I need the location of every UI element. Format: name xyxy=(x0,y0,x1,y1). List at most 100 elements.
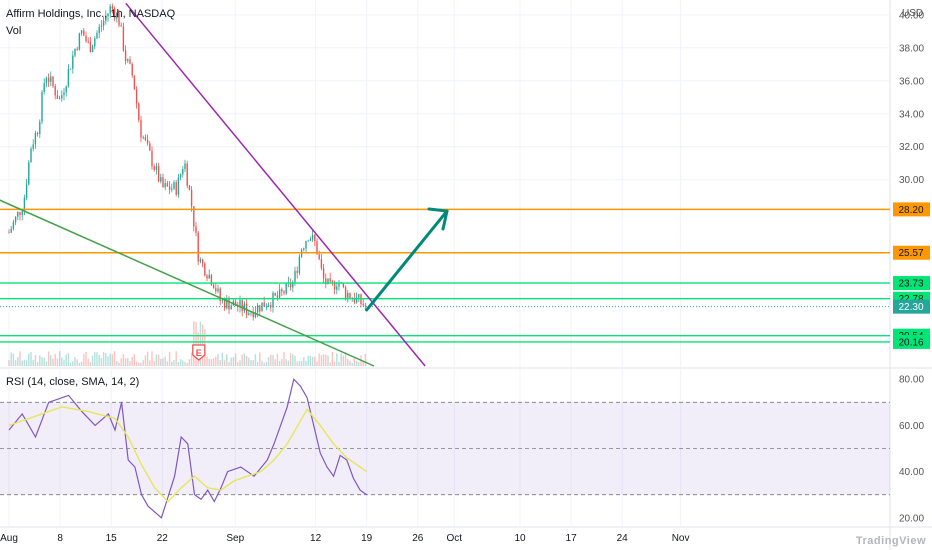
candle-body xyxy=(219,288,221,301)
volume-bar xyxy=(215,356,217,366)
candle-body xyxy=(166,183,169,187)
candle-body xyxy=(278,289,281,298)
candle-body xyxy=(217,288,219,292)
candle-body xyxy=(303,248,305,250)
volume-bar xyxy=(56,358,59,366)
volume-bar xyxy=(32,360,34,366)
volume-bar xyxy=(261,360,263,366)
candle-body xyxy=(100,25,103,27)
volume-bar xyxy=(85,351,87,366)
currency-label: USD xyxy=(902,8,924,19)
volume-bar xyxy=(140,362,142,366)
candle-body xyxy=(30,148,32,163)
volume-bar xyxy=(307,355,309,366)
rsi-ma-line xyxy=(8,406,368,503)
candle-body xyxy=(23,197,26,212)
candle-body xyxy=(63,92,65,96)
time-tick-label: Oct xyxy=(447,533,463,544)
volume-bar xyxy=(179,359,182,366)
volume-bar xyxy=(177,362,180,366)
volume-bar xyxy=(151,351,153,366)
candle-body xyxy=(195,226,197,233)
volume-bar xyxy=(336,353,338,366)
time-tick-label: 10 xyxy=(514,533,526,544)
volume-bar xyxy=(116,360,118,366)
volume-bar xyxy=(122,354,125,366)
volume-bar xyxy=(113,351,116,366)
volume-bar xyxy=(102,352,105,366)
candle-body xyxy=(58,98,61,100)
candle-body xyxy=(127,59,129,62)
candle-body xyxy=(43,83,45,92)
volume-bar xyxy=(182,360,184,366)
candle-body xyxy=(272,292,274,308)
volume-bar xyxy=(39,355,41,366)
volume-bar xyxy=(364,353,367,366)
volume-bar xyxy=(305,360,307,366)
volume-bar xyxy=(61,357,63,366)
volume-bar xyxy=(329,362,331,366)
candle-body xyxy=(193,206,195,227)
candle-body xyxy=(102,20,105,26)
candle-body xyxy=(307,240,309,242)
volume-bar xyxy=(52,358,54,366)
candle-body xyxy=(285,282,287,294)
candle-body xyxy=(358,294,360,298)
volume-bar xyxy=(72,361,74,366)
candle-body xyxy=(168,186,171,190)
candle-body xyxy=(120,25,122,27)
volume-bar xyxy=(160,358,162,366)
volume-bar xyxy=(96,352,98,366)
volume-bar xyxy=(98,354,100,366)
level-price-tag xyxy=(893,202,930,217)
volume-bar xyxy=(333,361,336,366)
candle-body xyxy=(221,300,224,302)
volume-bar xyxy=(228,362,230,366)
candle-body xyxy=(325,278,327,285)
volume-bar xyxy=(175,351,177,366)
volume-bar xyxy=(353,358,356,366)
candle-body xyxy=(72,55,74,69)
volume-bar xyxy=(153,361,155,366)
volume-bar xyxy=(285,359,287,366)
candle-body xyxy=(138,103,140,121)
candle-body xyxy=(83,30,85,36)
volume-bar xyxy=(265,361,268,366)
candle-body xyxy=(344,287,347,298)
volume-bar xyxy=(256,361,259,366)
volume-bar xyxy=(318,353,320,366)
volume-bar xyxy=(41,357,43,366)
volume-bar xyxy=(327,355,329,366)
candle-body xyxy=(190,189,193,207)
time-tick-label: Sep xyxy=(226,533,244,544)
volume-bar xyxy=(314,356,316,366)
candle-body xyxy=(256,305,259,313)
rsi-label: RSI (14, close, SMA, 14, 2) xyxy=(6,376,140,388)
volume-bar xyxy=(234,353,237,366)
candle-body xyxy=(179,174,182,178)
candle-body xyxy=(239,300,241,308)
time-tick-label: 8 xyxy=(57,533,63,544)
candle-body xyxy=(12,222,15,229)
volume-bar xyxy=(296,361,298,366)
volume-bar xyxy=(14,360,17,366)
candle-body xyxy=(316,240,318,255)
candle-body xyxy=(162,177,164,188)
volume-bar xyxy=(338,361,340,366)
trendline xyxy=(0,199,375,367)
time-tick-label: 22 xyxy=(157,533,169,544)
volume-label: Vol xyxy=(6,25,22,37)
volume-bar xyxy=(36,361,39,366)
volume-bar xyxy=(199,321,202,366)
candle-body xyxy=(146,139,149,144)
time-tick-label: Aug xyxy=(0,533,18,544)
volume-bar xyxy=(351,362,353,366)
candle-body xyxy=(327,278,329,285)
candle-body xyxy=(314,234,316,241)
volume-bar xyxy=(292,353,294,366)
candle-body xyxy=(349,293,351,299)
candle-body xyxy=(153,166,155,170)
candle-body xyxy=(292,281,294,288)
candle-body xyxy=(208,274,210,279)
